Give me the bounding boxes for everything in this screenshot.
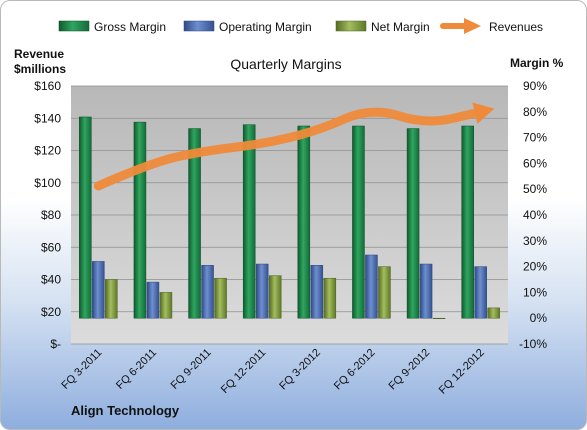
x-tick-label: FQ 9-2012 — [387, 347, 433, 393]
bar-net-margin — [268, 275, 282, 319]
x-tick-label: FQ 3-2012 — [277, 347, 323, 393]
y-right-tick-label: 50% — [523, 182, 547, 196]
x-tick-label: FQ 9-2011 — [169, 347, 214, 392]
revenue-line-arrowhead — [472, 102, 495, 124]
y-left-tick-label: $20 — [41, 305, 61, 319]
legend-item-gross-margin: Gross Margin — [58, 20, 166, 34]
legend-item-net-margin: Net Margin — [335, 20, 430, 34]
bar-gross-margin — [79, 116, 92, 319]
legend: Gross Margin Operating Margin Net Margin… — [58, 18, 543, 34]
y-left-tick-labels: $- $20 $40 $60 $80 $100 $120 $140 $160 — [34, 79, 61, 351]
chart-title: Quarterly Margins — [230, 56, 341, 72]
bar-net-margin — [159, 292, 173, 319]
y-right-tick-label: 30% — [523, 234, 547, 248]
x-tick-label: FQ 12-2012 — [437, 347, 487, 397]
bar-net-margin — [105, 279, 118, 319]
x-tick-label: FQ 6-2011 — [114, 347, 159, 392]
x-tick-label: FQ 3-2011 — [59, 347, 104, 392]
bar-gross-margin — [461, 125, 474, 319]
bar-operating-margin — [201, 265, 214, 319]
y-right-tick-label: 80% — [523, 105, 547, 119]
company-footer: Align Technology — [71, 403, 180, 418]
y-left-tick-label: $100 — [34, 176, 61, 190]
y-right-tick-label: 10% — [523, 285, 547, 299]
x-tick-labels: FQ 3-2011 FQ 6-2011 FQ 9-2011 FQ 12-2011 FQ … — [59, 347, 486, 397]
bar-net-margin — [378, 266, 391, 319]
y-right-tick-labels: -10% 0% 10% 20% 30% 40% 50% 60% 70% 80% 90% — [519, 79, 547, 351]
y-left-tick-label: $140 — [34, 111, 61, 125]
legend-label: Gross Margin — [94, 20, 166, 34]
bar-net-margin — [214, 277, 227, 319]
bar-gross-margin — [242, 124, 256, 319]
bar-gross-margin — [188, 128, 201, 319]
legend-label: Operating Margin — [219, 20, 312, 34]
y-right-tick-label: 40% — [523, 208, 547, 222]
y-right-tick-label: 60% — [523, 156, 547, 170]
y-left-tick-label: $120 — [34, 144, 61, 158]
bar-operating-margin — [310, 265, 324, 319]
x-tick-label: FQ 12-2011 — [219, 347, 268, 396]
bar-operating-margin — [92, 261, 105, 319]
y-right-tick-label: 70% — [523, 131, 547, 145]
y-left-tick-label: $- — [50, 337, 61, 351]
revenue-line-path — [93, 107, 478, 191]
legend-item-operating-margin: Operating Margin — [183, 20, 312, 34]
bar-operating-margin — [365, 254, 378, 319]
bar-operating-margin — [146, 281, 160, 319]
bar-net-margin — [323, 277, 337, 319]
bar-operating-margin — [419, 263, 433, 319]
y-left-axis-title: Revenue — [14, 47, 64, 61]
bar-net-margin — [487, 307, 500, 319]
bar-net-margin — [432, 317, 446, 319]
legend-item-revenues: Revenues — [440, 18, 543, 34]
bar-gross-margin — [297, 125, 311, 319]
y-left-axis-title-units: $millions — [14, 62, 66, 76]
y-left-tick-label: $40 — [41, 273, 61, 287]
bar-gross-margin — [133, 121, 147, 319]
y-right-tick-label: 20% — [523, 260, 547, 274]
y-right-tick-label: -10% — [519, 337, 547, 351]
bar-gross-margin — [406, 128, 420, 319]
bar-operating-margin — [474, 266, 487, 319]
legend-label: Net Margin — [371, 20, 430, 34]
revenue-line — [93, 102, 495, 191]
y-left-tick-label: $80 — [41, 208, 61, 222]
bar-gross-margin — [352, 125, 365, 319]
bar-operating-margin — [255, 263, 269, 319]
y-left-tick-label: $160 — [34, 79, 61, 93]
y-right-axis-title: Margin % — [510, 56, 564, 70]
x-tick-label: FQ 6-2012 — [332, 347, 378, 393]
y-left-tick-label: $60 — [41, 240, 61, 254]
y-right-tick-label: 90% — [523, 79, 547, 93]
y-right-tick-label: 0% — [530, 311, 548, 325]
legend-label: Revenues — [489, 20, 543, 34]
